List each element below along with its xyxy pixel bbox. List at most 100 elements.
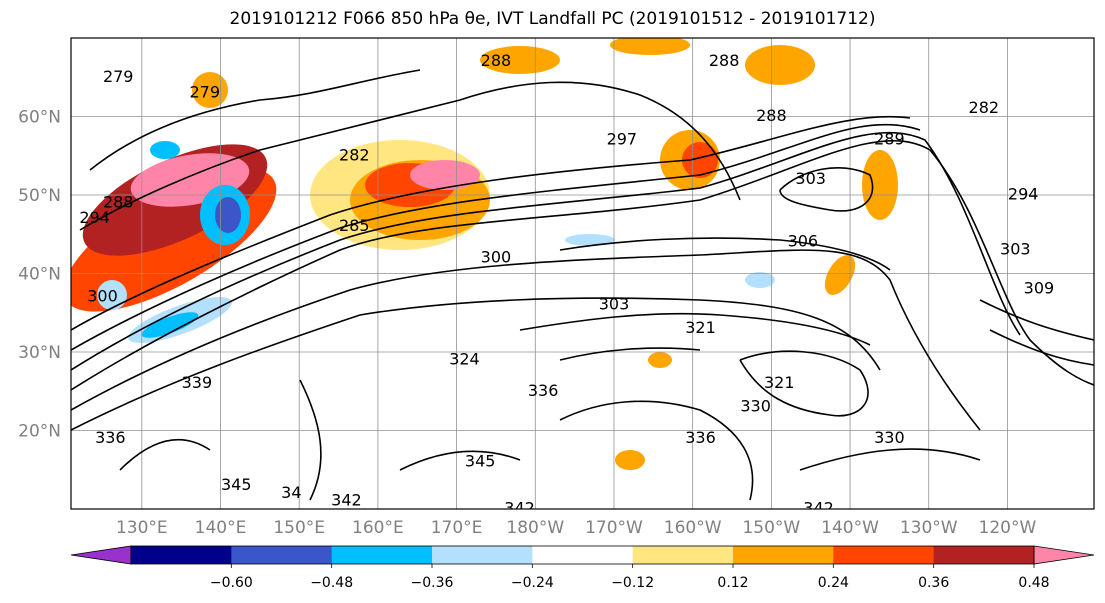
theta-e-contour-line — [71, 123, 921, 351]
colorbar-extend-high — [1033, 545, 1095, 565]
contour-label: 282 — [339, 145, 370, 164]
theta-e-contour-line — [559, 400, 754, 501]
colorbar-bin — [733, 546, 834, 564]
pc-shade-patch — [682, 142, 718, 178]
y-tick-label: 50°N — [18, 186, 61, 206]
contour-label: 34 — [281, 483, 301, 502]
colorbar-tick-label: 0.36 — [918, 575, 949, 591]
x-tick-label: 120°W — [979, 518, 1037, 538]
theta-e-contour-line — [779, 167, 874, 212]
contour-label: 309 — [1024, 279, 1055, 298]
theta-e-contour-line — [71, 140, 1094, 391]
colorbar-tick-label: 0.48 — [1018, 575, 1049, 591]
contour-label: 300 — [481, 247, 512, 266]
contour-label: 288 — [709, 51, 740, 70]
contour-label: 342 — [331, 491, 362, 510]
colorbar-bin — [231, 546, 333, 564]
colorbar-bin — [131, 546, 232, 564]
contour-label: 289 — [874, 130, 905, 149]
y-tick-label: 20°N — [18, 422, 61, 442]
x-tick-label: 160°E — [352, 518, 404, 538]
colorbar-tick-label: −0.60 — [210, 575, 253, 591]
pc-shade-patch — [97, 280, 127, 310]
contour-label: 336 — [528, 381, 559, 400]
contour-label: 321 — [685, 318, 716, 337]
contour-label: 294 — [79, 208, 110, 227]
theta-e-contour-line — [559, 237, 891, 271]
colorbar-tick-label: −0.36 — [411, 575, 454, 591]
x-tick-label: 140°E — [195, 518, 247, 538]
contour-label: 300 — [87, 287, 118, 306]
contour-labels: 279 279 288 288 282 297 288 282 289 303 294 306 303 2… — [79, 51, 1055, 518]
theta-e-contour-line — [989, 329, 1094, 366]
x-tick-label: 150°E — [273, 518, 325, 538]
pc-shading-layer — [71, 38, 898, 470]
contour-label: 297 — [607, 130, 638, 149]
theta-e-contour-line — [399, 450, 521, 471]
contour-label: 282 — [969, 98, 1000, 117]
colorbar: −0.60 −0.48 −0.36 −0.24 −0.12 0.12 0.24 0.36 0.4… — [70, 545, 1095, 591]
colorbar-bin — [933, 546, 1035, 564]
colorbar-bin — [432, 546, 533, 564]
theta-e-contour-line — [739, 350, 869, 417]
contour-label: 330 — [740, 396, 771, 415]
theta-e-contour-line — [71, 297, 881, 431]
pc-shade-patch — [648, 352, 672, 368]
contour-label: 330 — [874, 428, 905, 447]
contour-label: 345 — [221, 475, 252, 494]
pc-shade-patch — [862, 150, 898, 220]
theta-e-contour-line — [71, 131, 1021, 371]
contour-label: 342 — [504, 499, 535, 518]
colorbar-extend-low — [70, 545, 132, 565]
pc-shade-patch — [745, 272, 775, 288]
theta-e-contour-line — [979, 299, 1094, 341]
y-tick-label: 60°N — [18, 108, 61, 128]
contour-label: 288 — [756, 106, 787, 125]
colorbar-bin — [833, 546, 935, 564]
pc-shade-patch — [615, 450, 645, 470]
pc-shade-patch — [150, 141, 180, 159]
contour-label: 339 — [182, 373, 213, 392]
axis-ticks: 130°E 140°E 150°E 160°E 170°E 180°W 170°W 160°W… — [18, 108, 1036, 539]
pc-shade-patch — [610, 38, 690, 55]
colorbar-tick-label: −0.24 — [511, 575, 554, 591]
x-tick-label: 170°E — [431, 518, 483, 538]
contour-label: 294 — [1008, 185, 1039, 204]
contour-label: 288 — [103, 192, 134, 211]
colorbar-outline — [130, 545, 1035, 565]
contour-label: 279 — [190, 82, 221, 101]
theta-e-contour-line — [71, 249, 981, 431]
pc-shade-patch — [215, 197, 241, 233]
theta-e-contour-line — [71, 115, 911, 331]
x-tick-label: 130°W — [900, 518, 958, 538]
contour-label: 345 — [465, 451, 496, 470]
colorbar-bin — [532, 546, 634, 564]
theta-e-contour-line — [559, 347, 701, 361]
contour-label: 285 — [339, 216, 370, 235]
theta-e-contour-line — [119, 438, 211, 471]
contour-label: 306 — [788, 232, 819, 251]
pc-shade-patch — [141, 312, 199, 338]
colorbar-tick-label: −0.12 — [611, 575, 654, 591]
y-tick-label: 30°N — [18, 343, 61, 363]
colorbar-tick-label: −0.48 — [310, 575, 353, 591]
contour-label: 279 — [103, 67, 134, 86]
colorbar-tick-label: 0.12 — [717, 575, 748, 591]
contour-label: 324 — [449, 349, 480, 368]
contour-label: 303 — [599, 294, 630, 313]
pc-shade-patch — [410, 160, 480, 190]
x-tick-label: 130°E — [116, 518, 168, 538]
theta-e-contour-line — [799, 448, 981, 471]
colorbar-tick-label: 0.24 — [818, 575, 849, 591]
contour-label: 288 — [481, 51, 512, 70]
x-tick-label: 180°W — [506, 518, 564, 538]
theta-e-contour-line — [519, 312, 871, 346]
contour-label: 342 — [803, 499, 834, 518]
x-tick-label: 170°W — [585, 518, 643, 538]
pc-shade-patch — [745, 45, 815, 85]
chart-title: 2019101212 F066 850 hPa θe, IVT Landfall… — [229, 9, 876, 29]
contour-label: 336 — [95, 428, 126, 447]
x-tick-label: 150°W — [742, 518, 800, 538]
contour-label: 303 — [1000, 239, 1031, 258]
